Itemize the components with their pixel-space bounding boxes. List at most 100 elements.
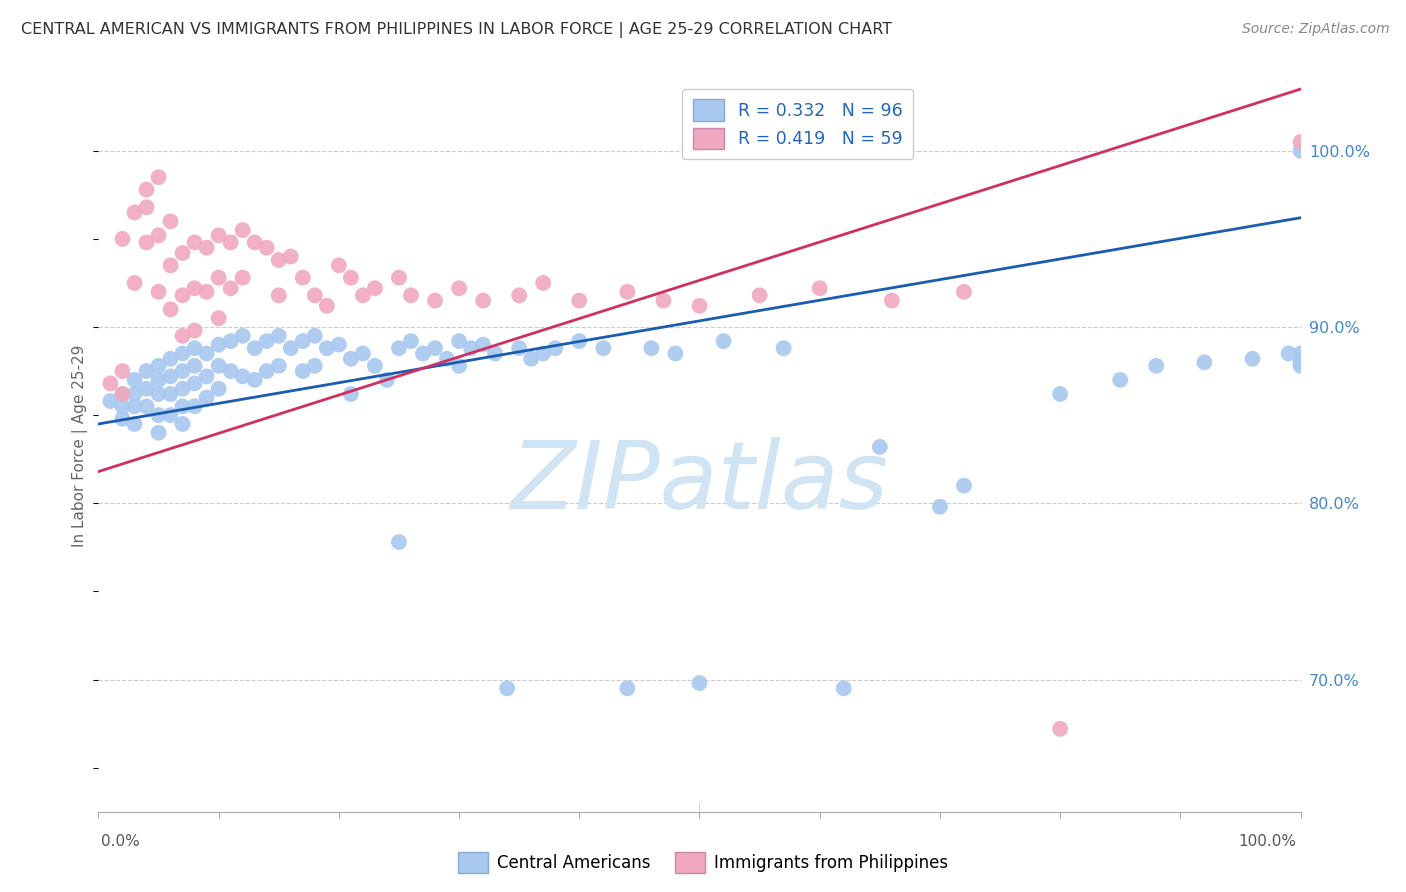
Point [124, 276, 146, 290]
Point [243, 373, 266, 387]
Point [772, 341, 794, 355]
Point [375, 373, 398, 387]
Point [172, 417, 194, 431]
Point [496, 681, 519, 696]
Point [304, 288, 326, 302]
Point [183, 341, 205, 355]
Point [232, 223, 254, 237]
Point [135, 400, 157, 414]
Point [364, 281, 387, 295]
Point [280, 250, 302, 264]
Point [148, 285, 170, 299]
Point [219, 235, 242, 250]
Point [1289, 144, 1312, 158]
Point [100, 394, 122, 409]
Point [111, 387, 134, 401]
Point [399, 334, 422, 348]
Point [195, 369, 218, 384]
Point [291, 270, 314, 285]
Text: CENTRAL AMERICAN VS IMMIGRANTS FROM PHILIPPINES IN LABOR FORCE | AGE 25-29 CORRE: CENTRAL AMERICAN VS IMMIGRANTS FROM PHIL… [21, 22, 893, 38]
Point [304, 359, 326, 373]
Point [124, 387, 146, 401]
Point [124, 205, 146, 219]
Point [568, 293, 591, 308]
Point [352, 288, 374, 302]
Point [135, 382, 157, 396]
Point [531, 276, 554, 290]
Point [111, 411, 134, 425]
Point [159, 387, 181, 401]
Point [183, 324, 205, 338]
Point [232, 329, 254, 343]
Y-axis label: In Labor Force | Age 25-29: In Labor Force | Age 25-29 [72, 345, 87, 547]
Point [447, 334, 470, 348]
Point [664, 346, 686, 360]
Point [148, 408, 170, 422]
Point [159, 408, 181, 422]
Point [508, 341, 530, 355]
Point [832, 681, 855, 696]
Point [208, 382, 231, 396]
Point [1289, 355, 1312, 369]
Point [159, 214, 181, 228]
Point [508, 288, 530, 302]
Point [568, 334, 591, 348]
Point [616, 285, 638, 299]
Point [135, 200, 157, 214]
Point [267, 288, 290, 302]
Point [183, 359, 205, 373]
Point [713, 334, 735, 348]
Point [195, 241, 218, 255]
Point [183, 376, 205, 391]
Point [953, 285, 976, 299]
Point [1049, 722, 1071, 736]
Point [531, 346, 554, 360]
Point [195, 285, 218, 299]
Point [1241, 351, 1264, 366]
Point [148, 170, 170, 185]
Text: 0.0%: 0.0% [101, 834, 141, 849]
Point [1289, 135, 1312, 149]
Point [953, 478, 976, 492]
Point [148, 359, 170, 373]
Point [172, 346, 194, 360]
Point [219, 281, 242, 295]
Point [340, 270, 363, 285]
Point [172, 329, 194, 343]
Point [1277, 346, 1299, 360]
Point [195, 391, 218, 405]
Point [148, 425, 170, 440]
Point [328, 337, 350, 351]
Point [640, 341, 662, 355]
Point [159, 258, 181, 272]
Point [315, 299, 337, 313]
Point [256, 364, 278, 378]
Point [869, 440, 891, 454]
Point [135, 235, 157, 250]
Point [484, 346, 506, 360]
Point [328, 258, 350, 272]
Point [399, 288, 422, 302]
Point [172, 288, 194, 302]
Point [315, 341, 337, 355]
Point [172, 246, 194, 260]
Point [172, 382, 194, 396]
Point [544, 341, 567, 355]
Point [148, 387, 170, 401]
Point [447, 281, 470, 295]
Point [267, 359, 290, 373]
Point [388, 535, 411, 549]
Point [267, 329, 290, 343]
Point [364, 359, 387, 373]
Point [183, 281, 205, 295]
Point [291, 364, 314, 378]
Point [208, 311, 231, 326]
Point [256, 241, 278, 255]
Point [256, 334, 278, 348]
Point [208, 359, 231, 373]
Point [447, 359, 470, 373]
Point [172, 400, 194, 414]
Point [748, 288, 770, 302]
Point [592, 341, 614, 355]
Point [111, 364, 134, 378]
